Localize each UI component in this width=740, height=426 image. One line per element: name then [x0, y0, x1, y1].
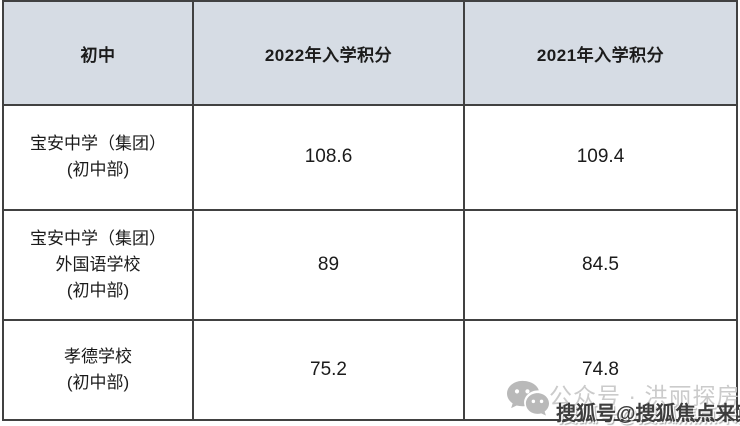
school-name-line: (初中部): [66, 373, 130, 393]
table-row: 宝安中学（集团） 外国语学校 (初中部) 89 84.5: [2, 208, 738, 322]
header-cell-school: 初中: [2, 0, 194, 106]
school-name-line: (初中部): [66, 160, 130, 180]
school-name-line: 宝安中学（集团）: [30, 134, 166, 154]
table-row: 宝安中学（集团） (初中部) 108.6 109.4: [2, 104, 738, 211]
school-name-cell: 孝德学校 (初中部): [2, 319, 194, 421]
score-2021-cell: 84.5: [463, 208, 738, 322]
school-name-line: 外国语学校: [55, 255, 141, 275]
score-2021-cell: 109.4: [463, 104, 738, 211]
score-2021-cell: 74.8: [463, 319, 738, 421]
header-cell-2022-score: 2022年入学积分: [192, 0, 465, 106]
school-name-cell: 宝安中学（集团） 外国语学校 (初中部): [2, 208, 194, 322]
score-2022-cell: 89: [192, 208, 465, 322]
school-name-cell: 宝安中学（集团） (初中部): [2, 104, 194, 211]
table-row: 孝德学校 (初中部) 75.2 74.8: [2, 319, 738, 421]
school-name-line: 宝安中学（集团）: [30, 229, 166, 249]
school-name-line: 孝德学校: [64, 347, 132, 367]
header-cell-2021-score: 2021年入学积分: [463, 0, 738, 106]
watermark-wechat-account-text: 公众号 · 洪丽探房: [549, 383, 740, 409]
watermark-sohu-account-text: 搜狐号@搜狐焦点来宾站: [556, 403, 740, 425]
score-2022-cell: 75.2: [192, 319, 465, 421]
school-name-line: (初中部): [66, 281, 130, 301]
wechat-icon: [505, 380, 549, 420]
table-header-row: 初中 2022年入学积分 2021年入学积分: [2, 0, 738, 106]
score-2022-cell: 108.6: [192, 104, 465, 211]
